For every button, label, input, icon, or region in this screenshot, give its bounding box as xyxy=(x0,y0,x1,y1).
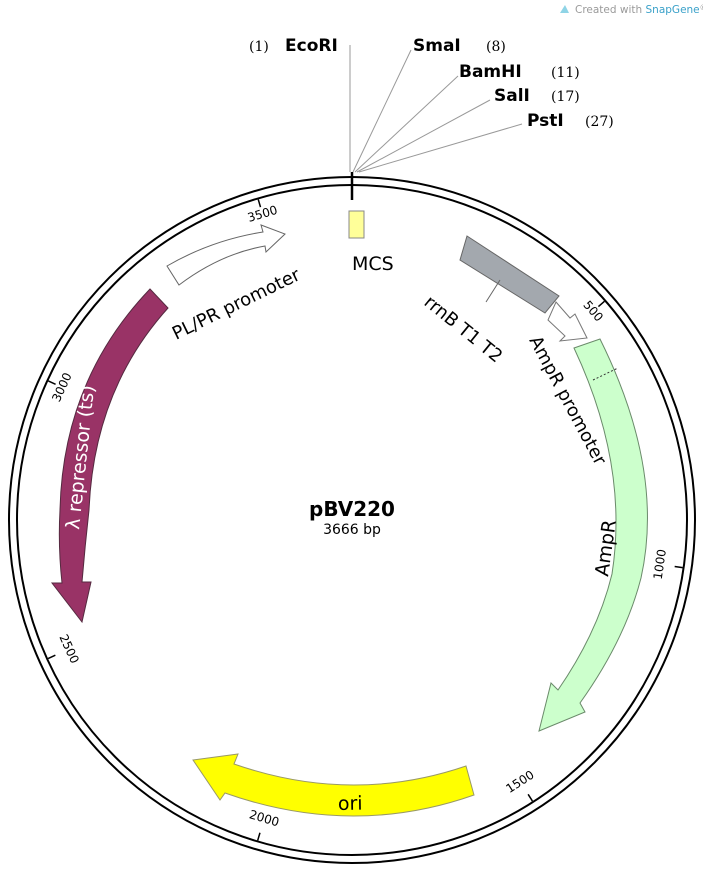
ampr-feature xyxy=(538,338,648,732)
svg-text:Created with SnapGene®: Created with SnapGene® xyxy=(575,4,703,16)
tick-mark xyxy=(48,380,56,385)
site-ecori-pos: (1) xyxy=(249,39,269,55)
tick-mark xyxy=(597,300,605,308)
site-leader xyxy=(358,123,523,173)
snapgene-watermark: Created with SnapGene® xyxy=(560,4,703,16)
tick-mark xyxy=(674,565,683,569)
tick-label: 1000 xyxy=(651,548,669,580)
tick-label: 1500 xyxy=(503,768,536,796)
mcs-label: MCS xyxy=(352,253,394,275)
rrnb-leader xyxy=(485,279,501,303)
mcs-feature xyxy=(348,210,365,239)
tick-mark xyxy=(527,793,534,802)
site-leader xyxy=(352,49,412,173)
ori-feature xyxy=(192,753,475,817)
tick-mark xyxy=(257,199,262,208)
rrnb-feature xyxy=(459,235,560,314)
site-leader xyxy=(356,99,491,173)
watermark-brand: SnapGene xyxy=(646,4,700,16)
site-smai-pos: (8) xyxy=(486,39,506,55)
site-sali-name: SalI xyxy=(494,86,530,106)
tick-mark xyxy=(256,832,261,841)
site-sali-pos: (17) xyxy=(551,89,580,105)
watermark-prefix: Created with xyxy=(575,4,646,16)
ampr-promoter-feature xyxy=(547,301,588,342)
tick-label: 2500 xyxy=(56,632,81,666)
tick-label: 2000 xyxy=(248,807,281,829)
tick-mark xyxy=(47,654,56,660)
site-ecori-name: EcoRI xyxy=(285,36,338,56)
ampr-segment-divider xyxy=(592,367,619,381)
plasmid-size: 3666 bp xyxy=(323,522,381,538)
watermark-suffix: ® xyxy=(700,4,703,12)
plpr-feature xyxy=(166,224,286,286)
site-smai-name: SmaI xyxy=(413,36,461,56)
restriction-sites: (1) EcoRI SmaI (8) BamHI (11) SalI (17) … xyxy=(249,36,614,173)
site-bamhi-name: BamHI xyxy=(459,62,522,82)
site-bamhi-pos: (11) xyxy=(551,65,580,81)
tick-label: 500 xyxy=(580,298,606,324)
tick-label: 3500 xyxy=(246,203,279,225)
site-psti-pos: (27) xyxy=(585,114,614,130)
tick-label: 3000 xyxy=(49,370,74,404)
repressor-feature xyxy=(50,288,169,624)
rrnb-label: rrnB T1 T2 xyxy=(420,292,506,368)
site-leader xyxy=(354,75,459,173)
ori-label: ori xyxy=(338,793,363,815)
plasmid-name: pBV220 xyxy=(309,497,395,521)
site-psti-name: PstI xyxy=(527,111,564,131)
snapgene-logo-icon xyxy=(560,5,569,13)
